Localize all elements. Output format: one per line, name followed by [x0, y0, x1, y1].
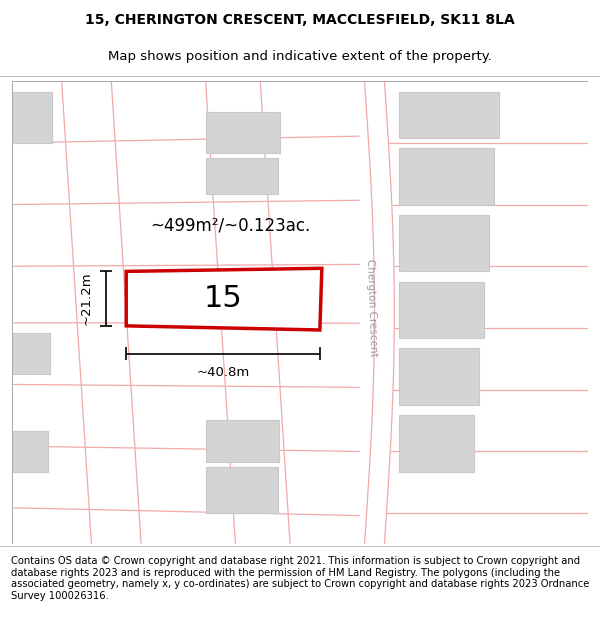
- Polygon shape: [400, 349, 479, 405]
- Polygon shape: [206, 421, 279, 461]
- Text: ~40.8m: ~40.8m: [196, 366, 250, 379]
- Polygon shape: [400, 148, 494, 204]
- Polygon shape: [12, 333, 50, 374]
- Polygon shape: [12, 91, 52, 143]
- Polygon shape: [400, 282, 484, 338]
- Polygon shape: [400, 215, 488, 271]
- Polygon shape: [12, 431, 48, 472]
- Polygon shape: [126, 268, 322, 330]
- Polygon shape: [206, 112, 280, 153]
- Text: Map shows position and indicative extent of the property.: Map shows position and indicative extent…: [108, 50, 492, 62]
- Text: ~499m²/~0.123ac.: ~499m²/~0.123ac.: [151, 216, 311, 234]
- Polygon shape: [206, 158, 278, 194]
- Text: ~21.2m: ~21.2m: [80, 272, 93, 326]
- Text: 15, CHERINGTON CRESCENT, MACCLESFIELD, SK11 8LA: 15, CHERINGTON CRESCENT, MACCLESFIELD, S…: [85, 12, 515, 26]
- Polygon shape: [400, 415, 474, 472]
- Text: Chergton Crescent: Chergton Crescent: [365, 258, 378, 356]
- Text: 15: 15: [204, 284, 243, 313]
- Polygon shape: [206, 467, 278, 513]
- Text: Contains OS data © Crown copyright and database right 2021. This information is : Contains OS data © Crown copyright and d…: [11, 556, 589, 601]
- Polygon shape: [400, 91, 499, 138]
